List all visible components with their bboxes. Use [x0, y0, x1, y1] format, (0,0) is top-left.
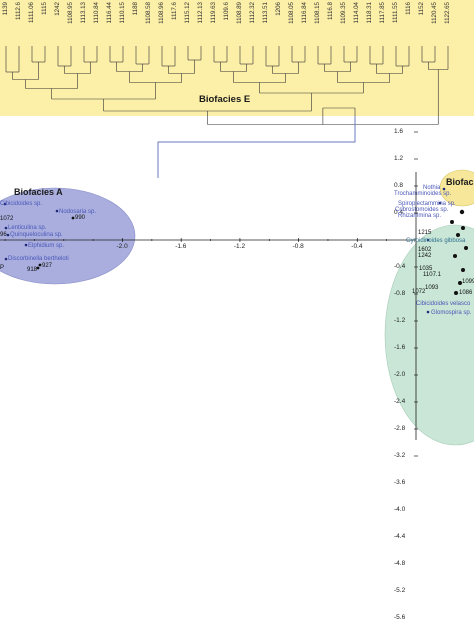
sample-marker — [456, 233, 460, 237]
diagram-graphics — [0, 46, 474, 457]
biofacies-a-ellipse — [0, 187, 136, 285]
sample-marker — [464, 246, 468, 250]
biofacies-a-title: Biofacies A — [14, 187, 63, 197]
y-tick-label: -2.4 — [394, 398, 406, 405]
sample-label: P — [0, 265, 5, 271]
y-tick-label: 1.6 — [394, 128, 404, 135]
dendrogram-branches — [5, 46, 449, 125]
species-marker — [6, 233, 10, 237]
y-tick-label: -3.2 — [394, 452, 406, 459]
sample-label: 990 — [75, 215, 86, 221]
species-label: Discorbinella bertheloti — [8, 256, 69, 262]
biofacies-yellow-title: Biofacie — [446, 177, 474, 187]
species-label: Cibicidoides velasco — [416, 301, 471, 307]
sample-label: 927 — [42, 263, 53, 269]
right-cluster-points — [426, 187, 468, 314]
y-tick-label: 1.2 — [394, 155, 404, 162]
y-tick-label: -5.2 — [394, 587, 406, 594]
species-marker — [438, 201, 442, 205]
y-tick-label: -4.8 — [394, 560, 406, 567]
sample-marker — [459, 209, 465, 215]
sample-label: 1107.1 — [423, 272, 441, 278]
sample-label: 1093 — [425, 285, 439, 291]
x-tick-label: -1.2 — [233, 243, 246, 250]
species-label: Trochamminoides sp. — [394, 191, 452, 197]
y-tick-label: -3.6 — [394, 479, 406, 486]
sample-label: 918 — [27, 267, 38, 273]
y-tick-label: 0.4 — [394, 209, 404, 216]
species-label: Nothia — [423, 185, 441, 191]
x-tick-label: -2.0 — [116, 243, 128, 250]
y-tick-label: -2.8 — [394, 425, 406, 432]
y-tick-label: -4.4 — [394, 533, 406, 540]
sample-marker — [450, 220, 454, 224]
y-axis-ticks — [414, 131, 418, 457]
sample-label: 1242 — [418, 253, 432, 259]
y-tick-label: -0.8 — [394, 290, 406, 297]
species-label: Lenticulina sp. — [8, 225, 47, 231]
x-tick-label: -1.6 — [175, 243, 187, 250]
sample-label: 1086 — [459, 290, 473, 296]
sample-marker — [38, 263, 42, 267]
species-marker — [3, 202, 7, 206]
species-label: Gyroidinoides gibbosa — [406, 238, 466, 244]
sample-marker — [461, 226, 465, 230]
sample-label: 1072 — [0, 216, 14, 222]
y-tick-label: -4.0 — [394, 506, 406, 513]
species-marker — [426, 238, 430, 242]
biofacies-green-ellipse — [384, 224, 474, 446]
sample-marker — [36, 266, 40, 270]
left-cluster-points — [3, 202, 75, 270]
y-tick-label: -5.6 — [394, 614, 406, 621]
sample-label: 96 — [0, 232, 7, 238]
dendrogram-band: 1139 1112.6 1111.06 1115 1242 1108.95 1113.13 1… — [0, 0, 474, 116]
species-label: Glomospira sp. — [431, 310, 472, 316]
sample-label: 1035 — [419, 266, 433, 272]
y-tick-label: -2.0 — [394, 371, 406, 378]
species-marker — [55, 209, 59, 213]
species-label: Rhizammina sp. — [398, 213, 442, 219]
sample-marker — [453, 254, 457, 258]
sample-label: 1602 — [418, 247, 432, 253]
species-marker — [426, 310, 430, 314]
sample-marker — [458, 281, 462, 285]
species-label: Nodosaria sp. — [59, 209, 97, 215]
dendrogram-title: Biofacies E — [199, 94, 251, 105]
x-axis-ticks — [4, 238, 387, 242]
sample-marker — [454, 291, 458, 295]
connector-line — [157, 116, 356, 178]
species-marker — [4, 257, 8, 261]
x-tick-label: -0.8 — [292, 243, 304, 250]
sample-marker — [461, 268, 465, 272]
species-label: Spiroplectammina sp. — [398, 201, 456, 207]
sample-label: 1072 — [412, 289, 426, 295]
species-label: Quinqueloculina sp. — [10, 232, 63, 238]
species-marker — [442, 187, 446, 191]
species-marker — [4, 226, 8, 230]
biofacies-yellow-ellipse — [439, 169, 474, 207]
sample-marker — [71, 216, 75, 220]
sample-label: 1215 — [418, 230, 432, 236]
x-tick-label: -0.4 — [351, 243, 363, 250]
y-tick-label: -0.4 — [394, 263, 406, 270]
sample-label: 1099 — [462, 279, 474, 285]
y-tick-label: -1.6 — [394, 344, 406, 351]
species-label: Elphidium sp. — [28, 243, 65, 249]
y-tick-label: 0.8 — [394, 182, 404, 189]
y-tick-label: -1.2 — [394, 317, 406, 324]
species-label: Cribrostomoides sp. — [395, 207, 449, 213]
species-label: Cibicidoides sp. — [0, 201, 43, 207]
species-marker — [24, 243, 28, 247]
